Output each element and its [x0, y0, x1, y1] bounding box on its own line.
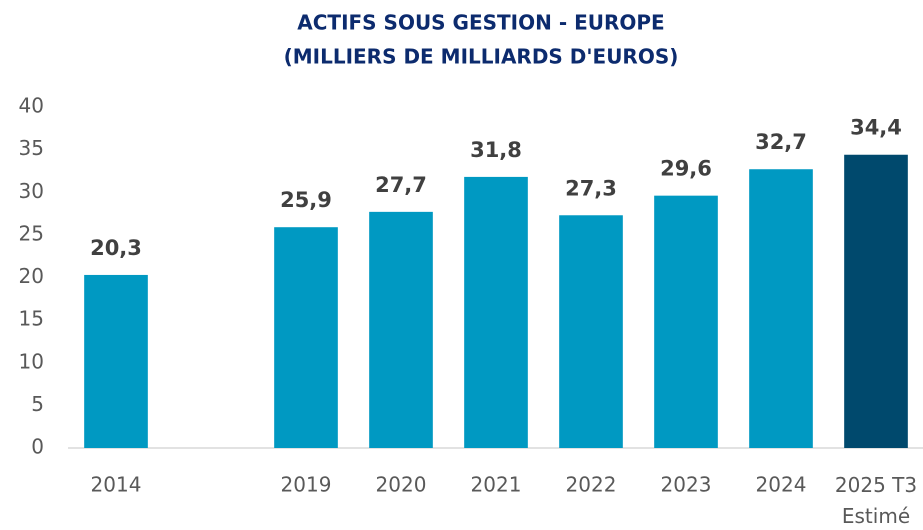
bar	[84, 274, 148, 448]
value-label: 27,7	[375, 173, 427, 197]
bar	[464, 176, 528, 448]
value-label: 29,6	[660, 157, 712, 181]
x-tick-label: 2024	[756, 473, 807, 497]
y-tick-label: 30	[19, 179, 44, 203]
chart-subtitle: (MILLIERS DE MILLIARDS D'EUROS)	[284, 45, 679, 69]
value-label: 20,3	[90, 236, 142, 260]
x-tick-label: 2022	[566, 473, 617, 497]
x-tick-label: 2023	[661, 473, 712, 497]
bar	[274, 227, 338, 448]
y-tick-label: 5	[31, 392, 44, 416]
bar	[369, 211, 433, 448]
bar	[749, 169, 813, 449]
x-tick-label: 2025 T3 Estimé	[835, 473, 917, 527]
bar	[559, 215, 623, 448]
y-tick-label: 40	[19, 94, 44, 118]
x-tick-label: 2014	[91, 473, 142, 497]
value-label: 31,8	[470, 138, 522, 162]
x-tick-label: 2021	[471, 473, 522, 497]
value-label: 34,4	[850, 116, 902, 140]
value-label: 25,9	[280, 188, 332, 212]
y-tick-label: 0	[31, 435, 44, 459]
bar	[844, 154, 908, 449]
x-tick-label: 2019	[281, 473, 332, 497]
y-tick-label: 25	[19, 221, 44, 245]
x-tick-label: 2020	[376, 473, 427, 497]
y-tick-label: 35	[19, 136, 44, 160]
y-tick-label: 20	[19, 264, 44, 288]
value-label: 32,7	[755, 130, 807, 154]
value-label: 27,3	[565, 176, 617, 200]
y-tick-label: 10	[19, 349, 44, 373]
y-tick-label: 15	[19, 307, 44, 331]
bar	[654, 195, 718, 448]
chart-title: ACTIFS SOUS GESTION - EUROPE	[297, 11, 664, 35]
